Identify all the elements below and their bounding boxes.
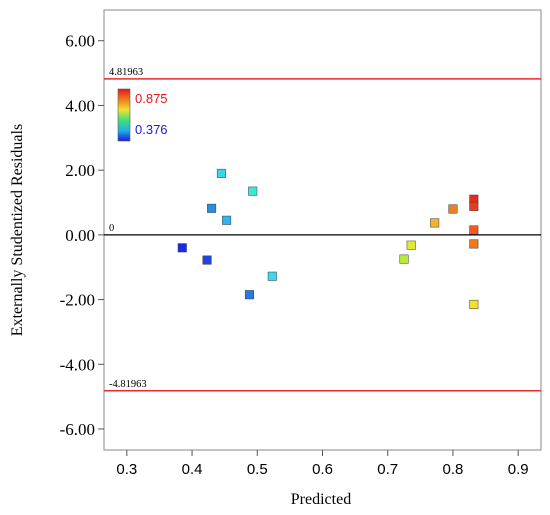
reference-line-label: 4.81963: [109, 67, 143, 78]
x-tick-label: 0.5: [247, 461, 268, 478]
color-scale-max-label: 0.875: [135, 91, 168, 106]
reference-lines: 4.81963 0 -4.81963: [104, 67, 541, 392]
x-tick-label: 0.6: [312, 461, 333, 478]
data-point: [177, 243, 187, 253]
y-tick-label: -2.00: [60, 291, 95, 310]
x-axis-title: Predicted: [291, 491, 351, 508]
y-tick-label: 0.00: [65, 226, 95, 245]
data-point: [469, 225, 479, 235]
data-point: [469, 201, 479, 211]
data-point: [248, 186, 258, 196]
data-point: [469, 299, 479, 309]
y-tick-label: 4.00: [65, 96, 95, 115]
color-scale-bar: [117, 88, 131, 142]
y-tick-label: -4.00: [60, 355, 95, 374]
color-scale-legend: 0.875 0.376: [117, 88, 168, 142]
x-axis-ticks: 0.3 0.4 0.5 0.6 0.7 0.8 0.9: [116, 450, 529, 478]
y-tick-label: -6.00: [60, 420, 95, 439]
reference-line-label: -4.81963: [109, 379, 147, 390]
x-tick-label: 0.4: [182, 461, 203, 478]
y-tick-label: 2.00: [65, 161, 95, 180]
reference-line-label: 0: [109, 223, 114, 234]
data-point: [222, 215, 232, 225]
color-scale-min-label: 0.376: [135, 122, 168, 137]
x-tick-label: 0.3: [116, 461, 137, 478]
y-tick-label: 6.00: [65, 32, 95, 51]
data-point: [244, 290, 254, 300]
data-points: [177, 168, 479, 309]
x-tick-label: 0.7: [377, 461, 398, 478]
data-point: [448, 204, 458, 214]
x-tick-label: 0.9: [508, 461, 529, 478]
data-point: [430, 218, 440, 228]
data-point: [469, 239, 479, 249]
data-point: [207, 203, 217, 213]
y-axis-title: Externally Studentized Residuals: [9, 124, 26, 336]
x-tick-label: 0.8: [443, 461, 464, 478]
y-axis-ticks: -6.00 -4.00 -2.00 0.00 2.00 4.00 6.00: [60, 32, 104, 439]
data-point: [406, 240, 416, 250]
data-point: [202, 255, 212, 265]
data-point: [399, 254, 409, 264]
data-point: [216, 168, 226, 178]
data-point: [267, 271, 277, 281]
